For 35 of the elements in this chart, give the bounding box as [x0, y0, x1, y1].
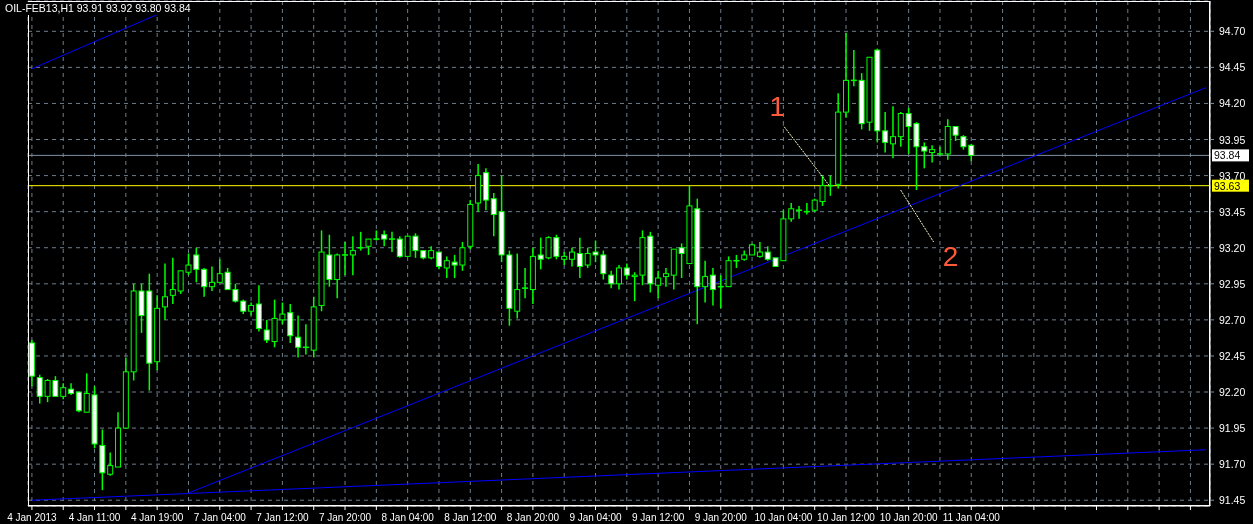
- y-tick-label: 91.70: [1219, 458, 1246, 471]
- y-tick-label: 93.95: [1219, 133, 1246, 146]
- x-tick-label: 9 Jan 12:00: [632, 512, 685, 523]
- x-tick-label: 4 Jan 2013: [7, 512, 58, 523]
- x-tick-label: 11 Jan 04:00: [942, 512, 1001, 523]
- y-tick-label: 93.70: [1219, 169, 1246, 182]
- x-tick-label: 7 Jan 20:00: [318, 512, 372, 523]
- annotation: 1: [769, 90, 786, 122]
- x-tick-label: 7 Jan 12:00: [256, 512, 309, 523]
- x-tick-label: 8 Jan 12:00: [444, 512, 497, 523]
- ref-line-label: 93.84: [1214, 149, 1241, 162]
- y-tick-label: 94.20: [1219, 97, 1246, 110]
- x-tick-label: 9 Jan 04:00: [569, 512, 623, 523]
- x-tick-label: 10 Jan 04:00: [754, 512, 813, 523]
- y-tick-label: 92.45: [1219, 349, 1246, 362]
- y-tick-label: 93.20: [1219, 241, 1246, 254]
- x-tick-label: 9 Jan 20:00: [694, 512, 748, 523]
- chart-title: OIL-FEB13,H1 93.91 93.92 93.80 93.84: [5, 2, 191, 14]
- x-tick-label: 10 Jan 12:00: [817, 512, 876, 523]
- x-tick-label: 8 Jan 04:00: [381, 512, 435, 523]
- x-tick-label: 4 Jan 19:00: [131, 512, 184, 523]
- y-tick-label: 91.95: [1219, 422, 1246, 435]
- x-tick-label: 8 Jan 20:00: [506, 512, 560, 523]
- y-tick-label: 94.45: [1219, 61, 1246, 74]
- y-tick-label: 94.70: [1219, 25, 1246, 38]
- x-tick-label: 4 Jan 11:00: [68, 512, 121, 523]
- x-tick-label: 7 Jan 04:00: [193, 512, 247, 523]
- y-tick-label: 93.45: [1219, 205, 1246, 218]
- annotation: 2: [942, 241, 959, 273]
- y-tick-label: 92.70: [1219, 313, 1246, 326]
- y-tick-label: 92.20: [1219, 386, 1246, 399]
- y-tick-label: 92.95: [1219, 277, 1246, 290]
- y-tick-label: 91.45: [1219, 494, 1246, 507]
- x-tick-label: 10 Jan 20:00: [879, 512, 938, 523]
- ref-line-label: 93.63: [1214, 179, 1241, 192]
